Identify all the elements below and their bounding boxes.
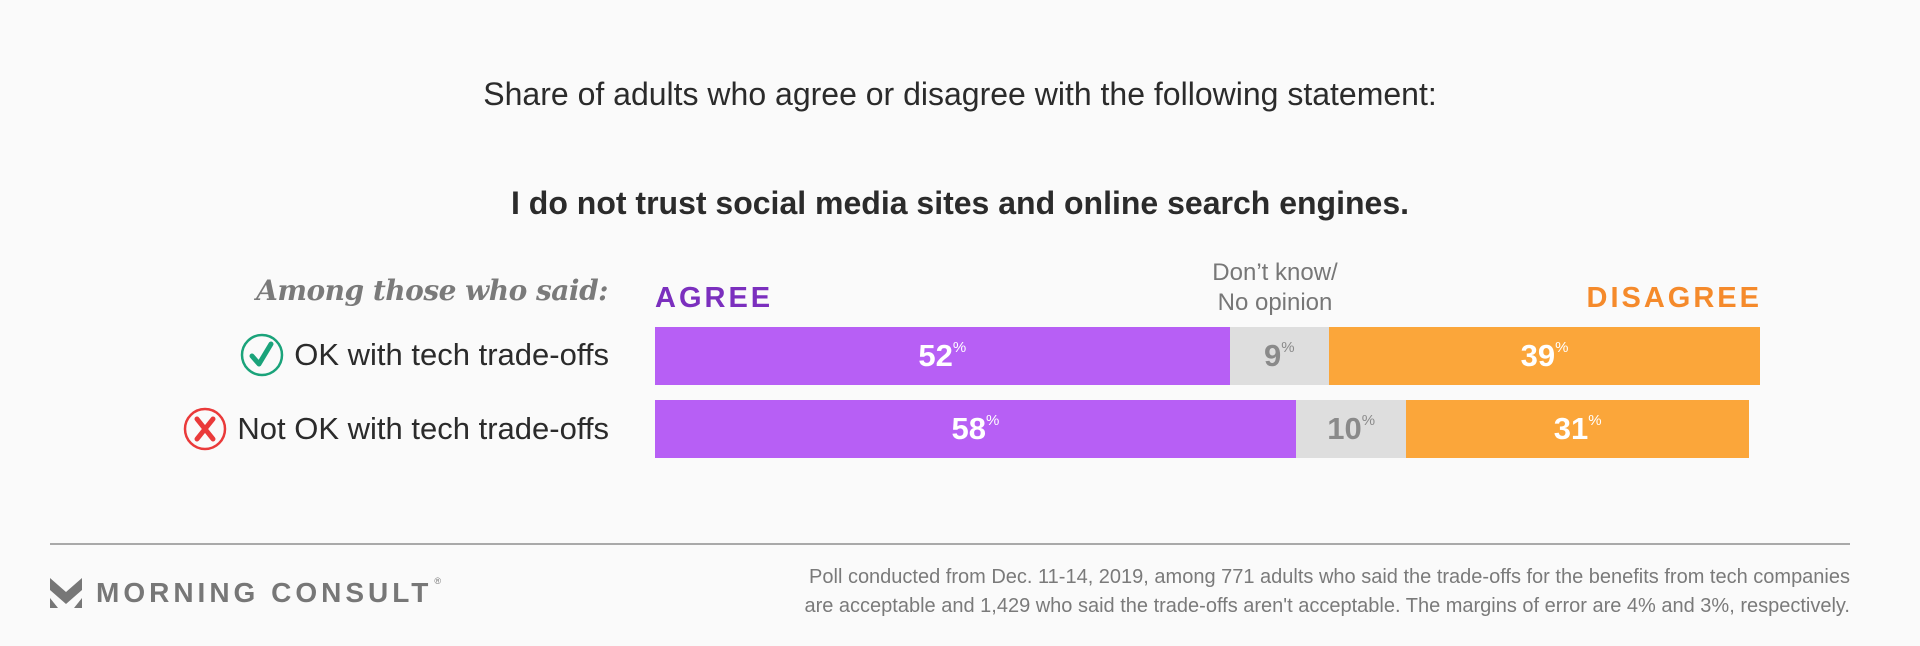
legend-dont-know: Don’t know/ No opinion (1175, 258, 1375, 318)
bar-segment-dk-row-1: 9% (1229, 327, 1330, 385)
methodology-note: Poll conducted from Dec. 11-14, 2019, am… (650, 563, 1850, 621)
data-label-dk-row-2: 10% (1327, 411, 1376, 446)
bar-segment-disagree-row-2: 31% (1406, 400, 1749, 458)
bar-segment-dk-row-2: 10% (1295, 400, 1407, 458)
chart-title: I do not trust social media sites and on… (511, 185, 1409, 221)
methodology-note-line1: Poll conducted from Dec. 11-14, 2019, am… (809, 566, 1850, 588)
row-label-not-ok: Not OK with tech trade-offs (183, 407, 609, 451)
data-label-disagree-row-2: 31% (1553, 411, 1602, 446)
percent-sign: % (986, 411, 1000, 429)
morning-consult-logo-icon (50, 578, 82, 608)
bar-segment-agree-row-2: 58% (655, 400, 1296, 458)
data-label-dk-row-1: 9% (1264, 338, 1295, 373)
data-label-disagree-row-1: 39% (1520, 338, 1569, 373)
data-label-agree-row-2: 58% (951, 411, 1000, 446)
bar-segment-disagree-row-1: 39% (1329, 327, 1760, 385)
percent-sign: % (1588, 411, 1602, 429)
row-label-ok-text: OK with tech trade-offs (294, 337, 609, 372)
percent-sign: % (1361, 411, 1376, 429)
row-label-ok: OK with tech trade-offs (240, 333, 609, 377)
row-header: Among those who said: (256, 274, 608, 307)
row-label-not-ok-text: Not OK with tech trade-offs (237, 411, 609, 446)
bar-segment-agree-row-1: 52% (655, 327, 1230, 385)
footer-divider (50, 543, 1850, 545)
chart-subtitle: Share of adults who agree or disagree wi… (483, 76, 1437, 112)
registered-mark: ® (434, 576, 441, 586)
percent-sign: % (952, 338, 967, 356)
brand-name: MORNING CONSULT (96, 577, 433, 608)
legend-dont-know-line1: Don’t know/ (1212, 259, 1338, 286)
check-circle-icon (241, 333, 284, 377)
methodology-note-line2: are acceptable and 1,429 who said the tr… (804, 595, 1850, 617)
brand-logo: MORNING CONSULT ® (50, 576, 441, 609)
legend-disagree: DISAGREE (1586, 282, 1762, 314)
percent-sign: % (1555, 338, 1569, 356)
data-label-agree-row-1: 52% (918, 338, 967, 373)
percent-sign: % (1281, 338, 1295, 356)
legend-dont-know-line2: No opinion (1217, 289, 1333, 316)
x-circle-icon (184, 407, 227, 451)
legend-agree: AGREE (655, 282, 774, 314)
